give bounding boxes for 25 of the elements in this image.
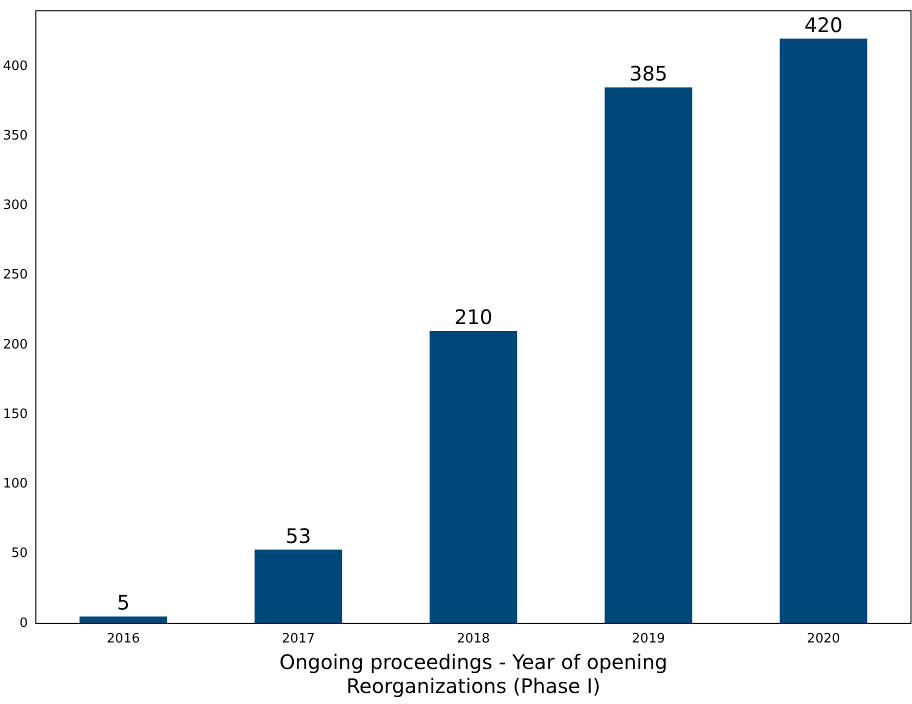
x-tick-label: 2017 — [282, 632, 315, 647]
y-tick-label: 300 — [2, 198, 28, 214]
data-label: 385 — [629, 62, 668, 86]
data-label: 210 — [454, 305, 492, 330]
y-tick-label: 100 — [2, 476, 28, 492]
data-label: 5 — [116, 590, 130, 615]
y-tick-label: 200 — [2, 337, 28, 352]
y-tick-label: 250 — [2, 268, 28, 283]
y-tick-label: 400 — [2, 58, 28, 74]
data-label: 53 — [286, 524, 312, 548]
y-tick-label: 0 — [20, 616, 28, 631]
data-label: 420 — [804, 12, 843, 37]
y-tick-label: 50 — [11, 546, 28, 562]
bar — [430, 331, 518, 624]
x-tick-label: 2020 — [806, 632, 840, 647]
x-tick-label: 2018 — [456, 632, 490, 647]
bar — [604, 87, 692, 624]
y-tick-label: 350 — [2, 128, 28, 144]
x-tick-label: 2016 — [106, 632, 140, 647]
bar — [254, 550, 342, 624]
bar — [80, 616, 168, 624]
bar — [780, 38, 868, 624]
x-axis-title: Ongoing proceedings - Year of opening Reorganizations (Phase I) — [279, 650, 668, 698]
x-tick-label: 2019 — [632, 632, 665, 647]
y-tick-label: 150 — [2, 406, 28, 422]
